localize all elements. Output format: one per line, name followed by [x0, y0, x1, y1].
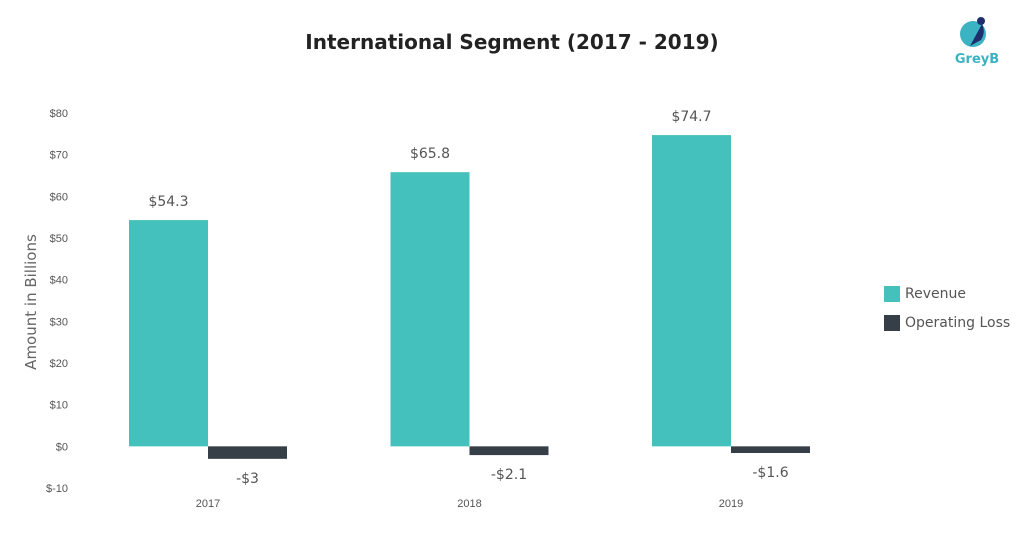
bar-revenue-2019[interactable] — [652, 135, 731, 447]
y-tick-label: $0 — [56, 441, 68, 453]
data-label: -$2.1 — [491, 467, 527, 483]
bars: $54.3 $65.8 $74.7 -$3 -$2.1 -$1.6 — [129, 109, 810, 487]
y-tick-label: $10 — [50, 400, 68, 412]
legend-swatch-operating-loss — [884, 315, 900, 331]
y-tick-label: $80 — [50, 108, 68, 120]
y-tick-label: $60 — [50, 191, 68, 203]
y-tick-label: $-10 — [46, 483, 68, 495]
data-label: $54.3 — [148, 194, 188, 210]
x-tick-label: 2019 — [719, 498, 743, 510]
x-tick-label: 2017 — [196, 498, 220, 510]
greyb-logo-icon — [960, 17, 986, 47]
x-axis-ticks: 2017 2018 2019 — [196, 498, 743, 510]
y-tick-label: $40 — [50, 275, 68, 287]
data-label: -$1.6 — [752, 465, 788, 481]
legend-swatch-revenue — [884, 286, 900, 302]
legend-item-revenue[interactable]: Revenue — [884, 284, 1010, 304]
data-label: $74.7 — [671, 109, 711, 125]
y-axis-ticks: $80 $70 $60 $50 $40 $30 $20 $10 $0 $-10 — [46, 108, 68, 495]
y-tick-label: $30 — [50, 316, 68, 328]
y-tick-label: $70 — [50, 150, 68, 162]
bar-operating-loss-2018[interactable] — [469, 446, 549, 456]
logo-text: GreyB — [954, 52, 1000, 67]
bar-revenue-2017[interactable] — [129, 220, 208, 447]
bar-operating-loss-2019[interactable] — [731, 446, 810, 453]
greyb-logo: GreyB — [948, 12, 1006, 72]
bar-operating-loss-2017[interactable] — [208, 446, 287, 459]
legend-label-operating-loss: Operating Loss — [905, 315, 1011, 331]
legend: Revenue Operating Loss — [884, 284, 1010, 342]
legend-label-revenue: Revenue — [905, 286, 966, 302]
y-tick-label: $20 — [50, 358, 68, 370]
y-axis-label: Amount in Billions — [22, 234, 40, 370]
bar-revenue-2018[interactable] — [390, 172, 470, 447]
y-tick-label: $50 — [50, 233, 68, 245]
x-tick-label: 2018 — [457, 498, 481, 510]
legend-item-operating-loss[interactable]: Operating Loss — [884, 313, 1010, 333]
data-label: -$3 — [236, 471, 259, 487]
chart-title: International Segment (2017 - 2019) — [305, 30, 719, 54]
data-label: $65.8 — [410, 146, 450, 162]
